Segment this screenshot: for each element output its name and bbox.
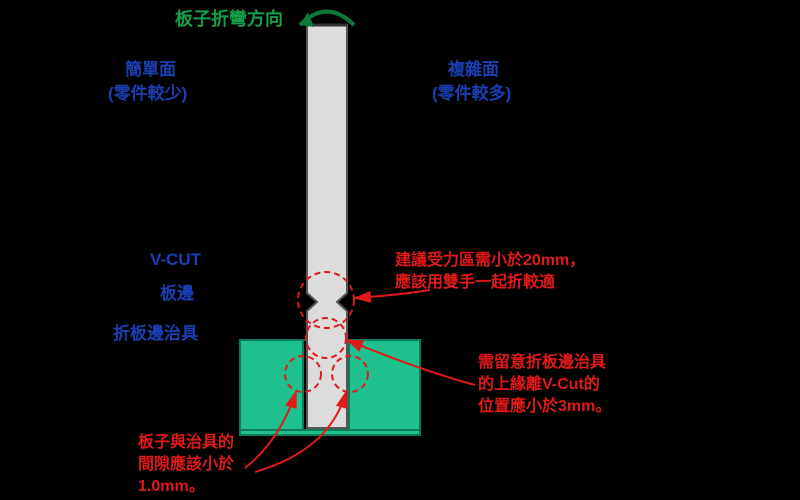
gap-note-line2: 間隙應該小於 (138, 454, 234, 476)
upper-edge-note-line2: 的上緣離V-Cut的 (478, 374, 600, 396)
bend-direction-title: 板子折彎方向 (175, 7, 283, 32)
board (307, 25, 347, 428)
fixture-label: 折板邊治具 (113, 322, 198, 346)
force-note-line1: 建議受力區需小於20mm， (395, 250, 585, 272)
force-note-line2: 應該用雙手一起折較適 (395, 272, 555, 294)
upper-edge-note-line3: 位置應小於3mm。 (478, 396, 611, 418)
simple-side-line2: (零件較少) (108, 82, 187, 106)
upper-edge-note-line1: 需留意折板邊治具 (478, 352, 606, 374)
complex-side-line2: (零件較多) (432, 82, 511, 106)
complex-side-line1: 複雜面 (448, 58, 499, 82)
vcut-label: V-CUT (150, 248, 201, 272)
gap-note-line1: 板子與治具的 (138, 432, 234, 454)
board-edge-label: 板邊 (160, 282, 194, 306)
gap-note-line3: 1.0mm。 (138, 476, 205, 498)
simple-side-line1: 簡單面 (125, 58, 176, 82)
